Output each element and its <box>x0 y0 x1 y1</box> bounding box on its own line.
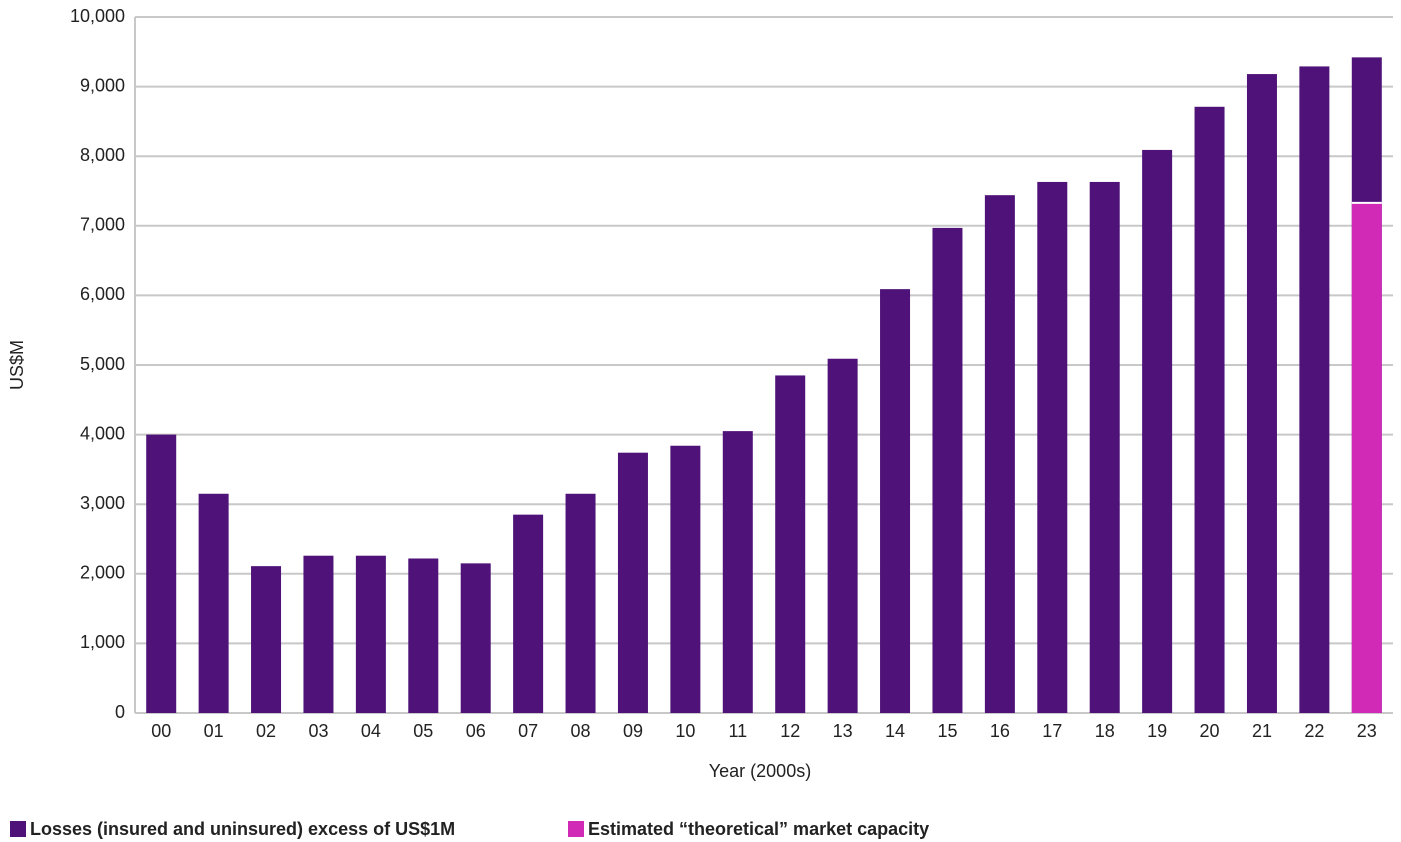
x-tick-label: 21 <box>1252 721 1272 741</box>
y-tick-label: 10,000 <box>70 6 125 26</box>
y-tick-label: 3,000 <box>80 493 125 513</box>
x-tick-label: 20 <box>1200 721 1220 741</box>
x-tick-label: 19 <box>1147 721 1167 741</box>
y-tick-label: 4,000 <box>80 423 125 443</box>
bar <box>670 445 701 713</box>
x-tick-label: 08 <box>571 721 591 741</box>
bar <box>303 555 334 713</box>
x-tick-label: 06 <box>466 721 486 741</box>
y-tick-label: 9,000 <box>80 75 125 95</box>
bar <box>932 227 963 713</box>
x-tick-label: 18 <box>1095 721 1115 741</box>
y-tick-label: 5,000 <box>80 354 125 374</box>
x-tick-label: 14 <box>885 721 905 741</box>
y-tick-label: 2,000 <box>80 563 125 583</box>
bar <box>513 514 544 713</box>
legend-swatch <box>568 821 584 837</box>
x-tick-label: 09 <box>623 721 643 741</box>
bar <box>198 493 229 713</box>
x-tick-label: 04 <box>361 721 381 741</box>
bar <box>1246 74 1277 713</box>
y-tick-label: 7,000 <box>80 215 125 235</box>
legend-label: Estimated “theoretical” market capacity <box>588 819 929 839</box>
bar <box>775 375 806 713</box>
y-axis-label: US$M <box>7 340 27 390</box>
x-tick-label: 16 <box>990 721 1010 741</box>
legend-label: Losses (insured and uninsured) excess of… <box>30 819 455 839</box>
x-tick-label: 12 <box>780 721 800 741</box>
bar <box>355 555 386 713</box>
bar <box>1142 149 1173 713</box>
bar <box>408 558 439 713</box>
x-tick-label: 01 <box>204 721 224 741</box>
bar <box>460 563 491 713</box>
bar <box>565 493 596 713</box>
x-tick-label: 05 <box>413 721 433 741</box>
bar <box>146 434 177 713</box>
bar <box>722 431 753 713</box>
bar <box>1299 66 1330 713</box>
bar <box>1037 181 1068 713</box>
x-tick-label: 17 <box>1042 721 1062 741</box>
y-tick-label: 1,000 <box>80 632 125 652</box>
x-tick-label: 13 <box>833 721 853 741</box>
legend-swatch <box>10 821 26 837</box>
bar <box>1194 106 1225 713</box>
x-tick-label: 23 <box>1357 721 1377 741</box>
y-tick-label: 8,000 <box>80 145 125 165</box>
bar <box>251 566 282 713</box>
bar <box>1351 202 1382 713</box>
x-tick-label: 10 <box>675 721 695 741</box>
x-tick-label: 11 <box>728 721 747 741</box>
x-tick-label: 22 <box>1304 721 1324 741</box>
x-tick-label: 02 <box>256 721 276 741</box>
y-tick-label: 6,000 <box>80 284 125 304</box>
bar <box>617 452 648 713</box>
bar <box>880 289 911 713</box>
y-tick-label: 0 <box>115 702 125 722</box>
x-axis-label: Year (2000s) <box>709 761 811 781</box>
bar <box>827 358 858 713</box>
x-tick-label: 07 <box>518 721 538 741</box>
x-tick-label: 00 <box>151 721 171 741</box>
bar <box>1089 181 1120 713</box>
x-tick-label: 15 <box>937 721 957 741</box>
bar <box>984 195 1015 713</box>
x-tick-label: 03 <box>308 721 328 741</box>
